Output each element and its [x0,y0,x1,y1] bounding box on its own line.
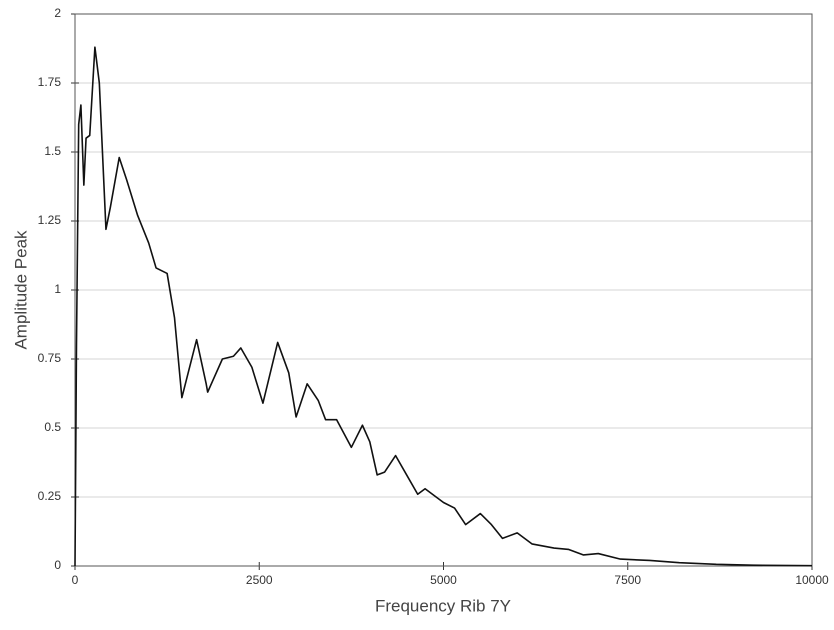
y-tick-label: 1.5 [44,144,61,158]
y-axis-title: Amplitude Peak [11,230,30,350]
x-tick-label: 2500 [246,573,273,587]
y-tick-label: 1 [54,282,61,296]
x-axis-title: Frequency Rib 7Y [375,596,511,615]
plot-frame [74,13,813,567]
x-tick-label: 0 [72,573,79,587]
y-tick-label: 1.75 [38,75,62,89]
x-tick-label: 5000 [430,573,457,587]
y-tick-label: 1.25 [38,213,62,227]
y-tick-label: 0.75 [38,351,62,365]
y-tick-label: 0.5 [44,420,61,434]
y-tick-label: 2 [54,6,61,20]
y-tick-label: 0 [54,558,61,572]
x-tick-label: 10000 [795,573,829,587]
data-line [74,46,813,567]
y-tick-label: 0.25 [38,489,62,503]
x-tick-label: 7500 [614,573,641,587]
